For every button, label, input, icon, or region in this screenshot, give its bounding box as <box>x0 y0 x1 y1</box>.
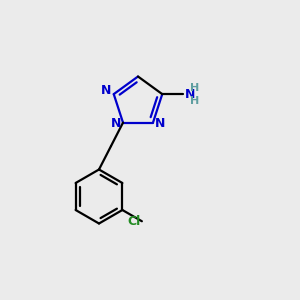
Text: Cl: Cl <box>128 215 141 228</box>
Text: H: H <box>190 96 200 106</box>
Text: H: H <box>190 82 200 92</box>
Text: N: N <box>111 117 122 130</box>
Text: N: N <box>185 88 195 100</box>
Text: N: N <box>101 84 111 97</box>
Text: N: N <box>154 117 165 130</box>
